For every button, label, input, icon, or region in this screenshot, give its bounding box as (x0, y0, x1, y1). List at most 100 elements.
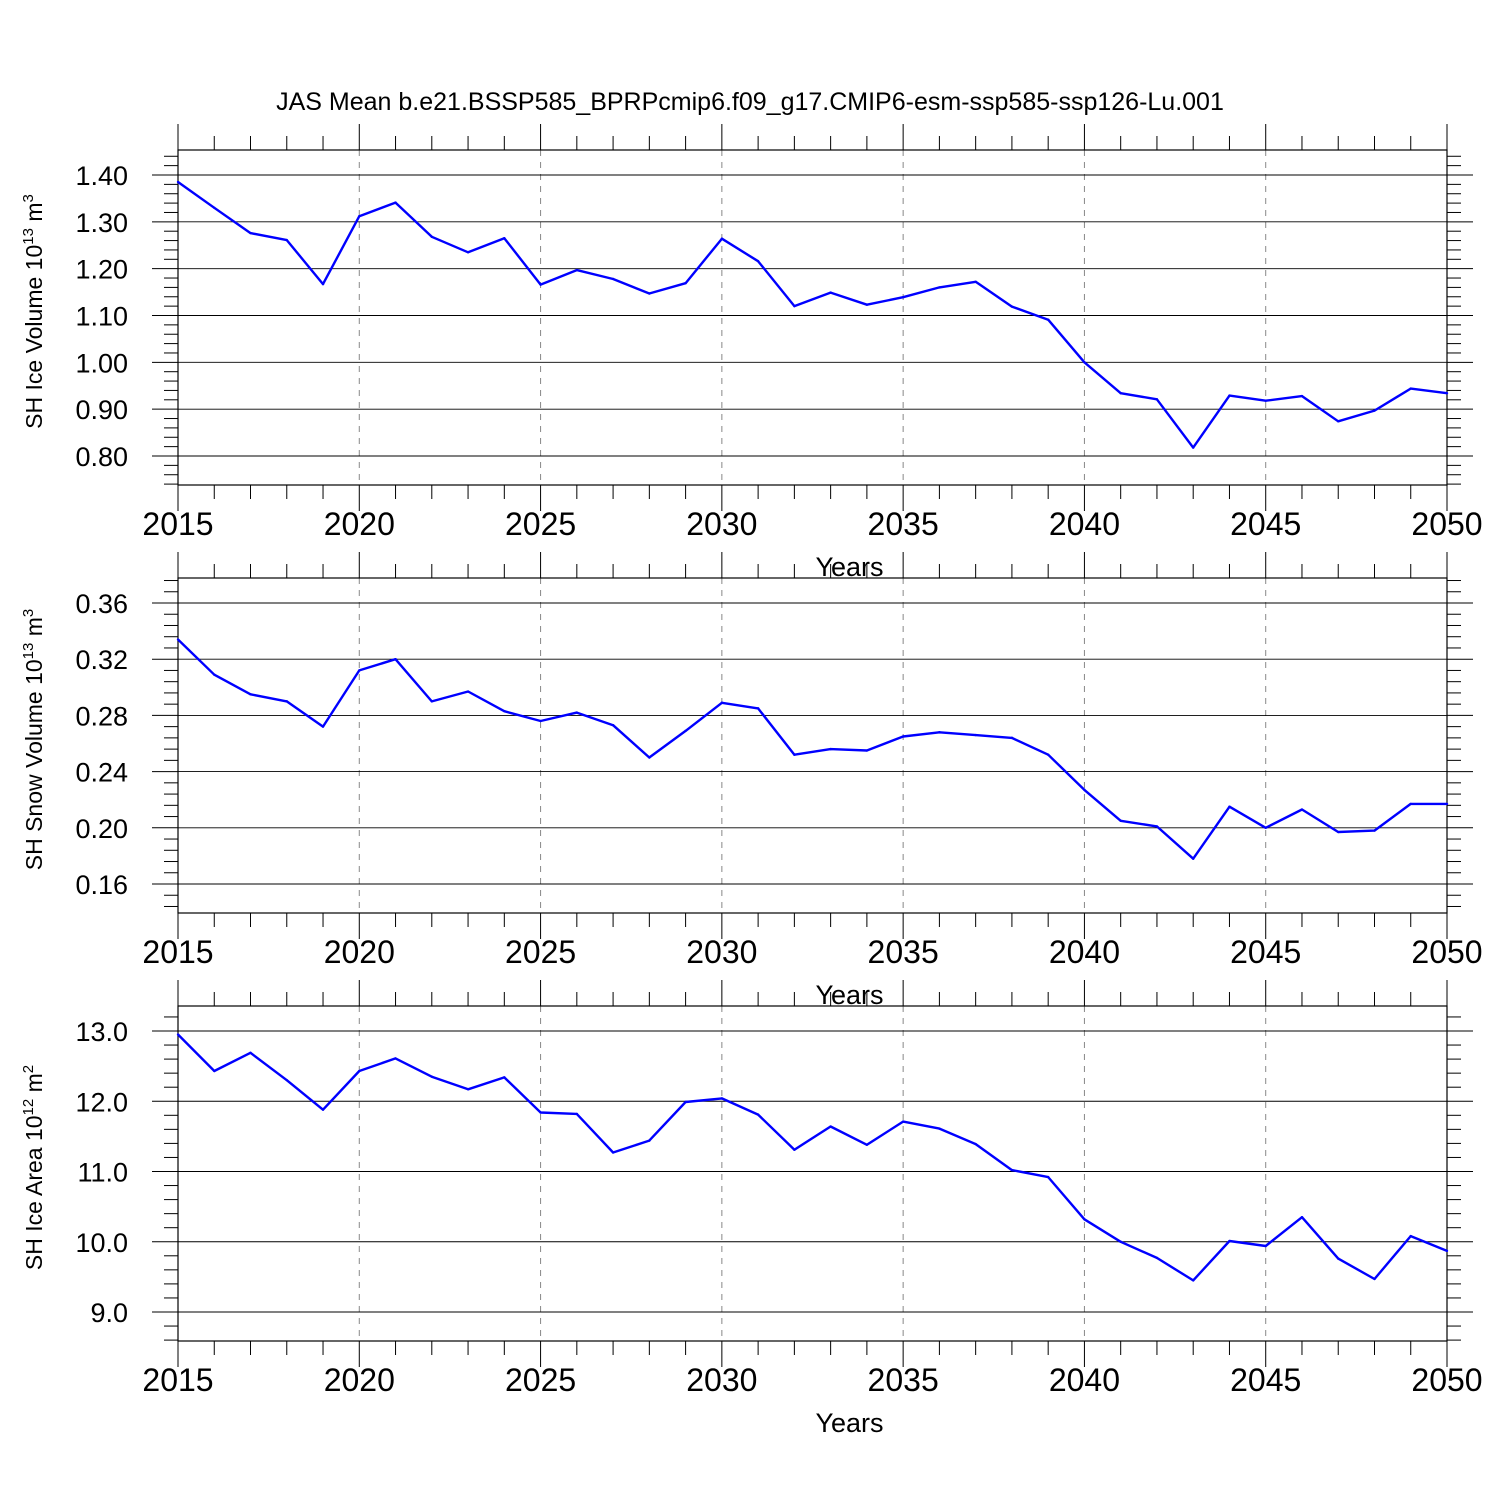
data-point (1228, 805, 1231, 808)
x-axis-label: Years (815, 1408, 883, 1438)
data-point (249, 231, 252, 235)
data-point (793, 1148, 796, 1151)
plot-frame (177, 149, 1448, 486)
panel-1: 0.80 0.90 1.00 1.10 1.20 1.30 1.40 2015 2020 2025… (20, 124, 1483, 582)
data-point (1228, 1239, 1231, 1243)
y-tick-label: 12.0 (75, 1087, 128, 1117)
plot-frame (177, 577, 1448, 914)
data-point (176, 638, 180, 641)
data-point (1445, 392, 1449, 395)
y-axis-label-text: SH Ice Area 10 (21, 1115, 47, 1270)
x-tick-label: 2040 (1049, 934, 1120, 970)
data-point (901, 1120, 905, 1123)
y-axis-label-exponent: 13 (20, 228, 37, 245)
x-tick-label: 2020 (324, 934, 395, 970)
data-point (901, 735, 905, 738)
y-axis-label: SH Ice Area 1012 m2 (20, 1065, 47, 1270)
y-tick-label: 1.00 (75, 348, 128, 378)
data-point (648, 756, 651, 759)
x-tick-label: 2015 (142, 934, 213, 970)
data-point (1192, 857, 1195, 860)
data-point (176, 180, 180, 184)
y-tick-label: 0.36 (75, 589, 128, 619)
x-tick-label: 2025 (505, 934, 576, 970)
data-point (829, 1125, 832, 1128)
data-point (865, 303, 869, 306)
data-point (358, 1069, 361, 1073)
data-point (756, 1113, 760, 1116)
y-tick-label: 1.10 (75, 302, 128, 332)
y-axis-label-unit: m (21, 202, 47, 228)
data-point (1300, 1215, 1304, 1219)
y-tick-label: 0.20 (75, 814, 128, 844)
y-axis-label-unit-exponent: 3 (20, 609, 37, 617)
data-point (430, 700, 433, 703)
data-point (1264, 826, 1267, 829)
data-point (1337, 830, 1340, 834)
data-point (1155, 825, 1159, 828)
data-point (539, 719, 542, 723)
y-axis-label-unit-exponent: 2 (20, 1065, 37, 1073)
data-point (539, 283, 542, 286)
x-tick-label: 2015 (142, 1362, 213, 1398)
data-point (285, 238, 288, 242)
data-point (756, 707, 760, 710)
data-point (1192, 446, 1195, 449)
data-point (358, 215, 361, 218)
data-point (684, 729, 687, 733)
data-point (430, 235, 433, 239)
data-point (1445, 1249, 1449, 1253)
data-point (1445, 802, 1449, 806)
x-axis-label: Years (815, 552, 883, 582)
data-point (358, 669, 361, 672)
y-tick-label: 1.20 (75, 255, 128, 285)
series-line (177, 1033, 1448, 1282)
data-point (1373, 409, 1376, 412)
data-point (394, 658, 397, 661)
x-tick-label: 2030 (686, 506, 757, 542)
data-point (321, 282, 325, 286)
data-point (720, 701, 724, 704)
data-point (575, 1112, 579, 1116)
data-point (213, 206, 216, 209)
data-point (394, 1057, 397, 1060)
data-point (466, 690, 470, 693)
data-point (829, 747, 832, 751)
data-point (974, 280, 977, 283)
data-point (1409, 1234, 1412, 1238)
data-point (1300, 808, 1304, 811)
data-point (1409, 387, 1412, 390)
data-point (575, 711, 579, 714)
y-axis-label-exponent: 12 (20, 1099, 37, 1116)
x-tick-label: 2020 (324, 506, 395, 542)
x-tick-label: 2025 (505, 506, 576, 542)
data-point (1373, 1277, 1376, 1281)
y-tick-label: 10.0 (75, 1228, 128, 1258)
data-point (539, 1111, 542, 1114)
x-tick-label: 2015 (142, 506, 213, 542)
data-point (249, 693, 252, 696)
x-tick-label: 2050 (1411, 1362, 1482, 1398)
data-point (974, 1142, 977, 1146)
data-point (865, 1143, 869, 1147)
y-tick-label: 0.90 (75, 395, 128, 425)
data-point (1010, 305, 1014, 308)
y-tick-label: 0.28 (75, 701, 128, 731)
data-point (321, 725, 325, 728)
y-tick-label: 0.16 (75, 870, 128, 900)
y-tick-label: 11.0 (77, 1158, 128, 1188)
data-point (1119, 819, 1122, 822)
data-point (1228, 394, 1231, 397)
data-point (1192, 1279, 1195, 1282)
data-point (1373, 829, 1376, 832)
x-tick-label: 2035 (868, 1362, 939, 1398)
y-tick-label: 0.80 (75, 442, 128, 472)
x-tick-label: 2045 (1230, 506, 1301, 542)
data-point (720, 237, 724, 240)
data-point (793, 753, 796, 756)
data-point (1010, 1168, 1014, 1172)
y-tick-label: 1.40 (75, 161, 128, 191)
data-point (901, 296, 905, 299)
data-point (1083, 788, 1086, 792)
data-point (1083, 1218, 1086, 1221)
